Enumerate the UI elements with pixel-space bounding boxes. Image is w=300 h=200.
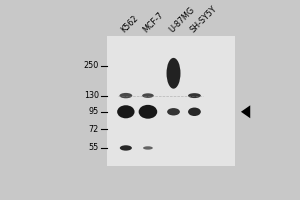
Text: 55: 55 (89, 143, 99, 152)
Ellipse shape (142, 93, 154, 98)
Ellipse shape (120, 145, 132, 151)
Ellipse shape (119, 93, 132, 98)
Text: 95: 95 (89, 107, 99, 116)
Ellipse shape (139, 105, 157, 119)
Ellipse shape (167, 58, 181, 89)
Text: 72: 72 (89, 125, 99, 134)
Text: MCF-7: MCF-7 (142, 11, 166, 35)
Text: 250: 250 (84, 61, 99, 70)
Polygon shape (241, 105, 250, 118)
Ellipse shape (117, 105, 135, 118)
Ellipse shape (143, 146, 153, 150)
Ellipse shape (188, 108, 201, 116)
Text: K562: K562 (119, 14, 140, 35)
Text: U-87MG: U-87MG (167, 6, 196, 35)
Text: SH-SY5Y: SH-SY5Y (188, 5, 218, 35)
Ellipse shape (188, 93, 201, 98)
Bar (107, 36, 235, 166)
Text: 130: 130 (84, 91, 99, 100)
Ellipse shape (167, 108, 180, 115)
